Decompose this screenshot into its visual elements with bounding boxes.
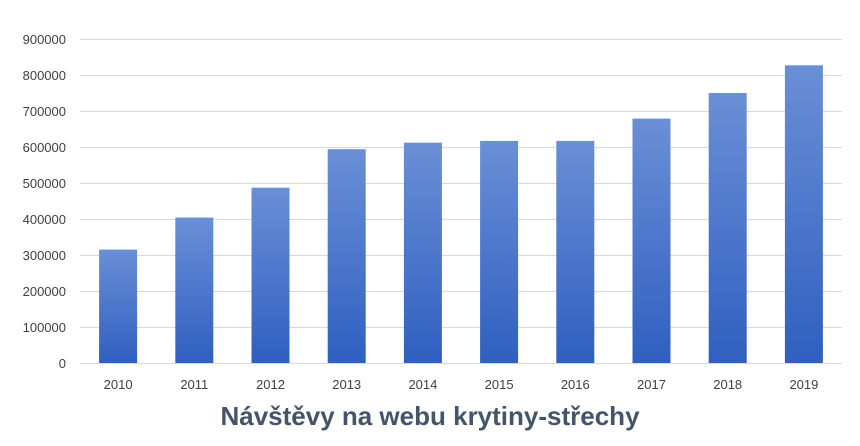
bar-2016 <box>556 140 595 363</box>
x-tick-label: 2016 <box>561 377 590 392</box>
y-tick-label: 900000 <box>23 32 66 47</box>
bar-2017 <box>632 118 671 363</box>
y-tick-label: 200000 <box>23 284 66 299</box>
bar-chart-plot: 0 100000 200000 300000 400000 500000 600000 700… <box>23 32 842 392</box>
bar-2012 <box>251 187 290 363</box>
bars <box>99 65 823 364</box>
y-tick-label: 100000 <box>23 320 66 335</box>
bar-2018 <box>708 93 747 363</box>
bar-2013 <box>327 149 366 363</box>
bar-2014 <box>403 142 442 363</box>
y-tick-label: 300000 <box>23 248 66 263</box>
x-tick-label: 2018 <box>713 377 742 392</box>
chart-title: Návštěvy na webu krytiny-střechy <box>220 401 640 431</box>
y-tick-label: 700000 <box>23 104 66 119</box>
bar-2019 <box>784 65 823 364</box>
x-tick-label: 2010 <box>104 377 133 392</box>
x-axis-ticks: 2010 2011 2012 2013 2014 2015 2016 2017 2018 2019 <box>104 377 819 392</box>
bar-2010 <box>99 249 138 363</box>
bar-2011 <box>175 217 214 363</box>
bar-2015 <box>480 140 519 363</box>
x-tick-label: 2017 <box>637 377 666 392</box>
y-tick-label: 0 <box>59 356 66 371</box>
y-tick-label: 500000 <box>23 176 66 191</box>
x-tick-label: 2013 <box>332 377 361 392</box>
y-tick-label: 600000 <box>23 140 66 155</box>
y-tick-label: 800000 <box>23 68 66 83</box>
y-axis-ticks: 0 100000 200000 300000 400000 500000 600000 700… <box>23 32 66 371</box>
x-tick-label: 2019 <box>789 377 818 392</box>
x-tick-label: 2012 <box>256 377 285 392</box>
x-tick-label: 2011 <box>180 377 208 392</box>
y-tick-label: 400000 <box>23 212 66 227</box>
x-tick-label: 2014 <box>408 377 437 392</box>
x-tick-label: 2015 <box>485 377 514 392</box>
